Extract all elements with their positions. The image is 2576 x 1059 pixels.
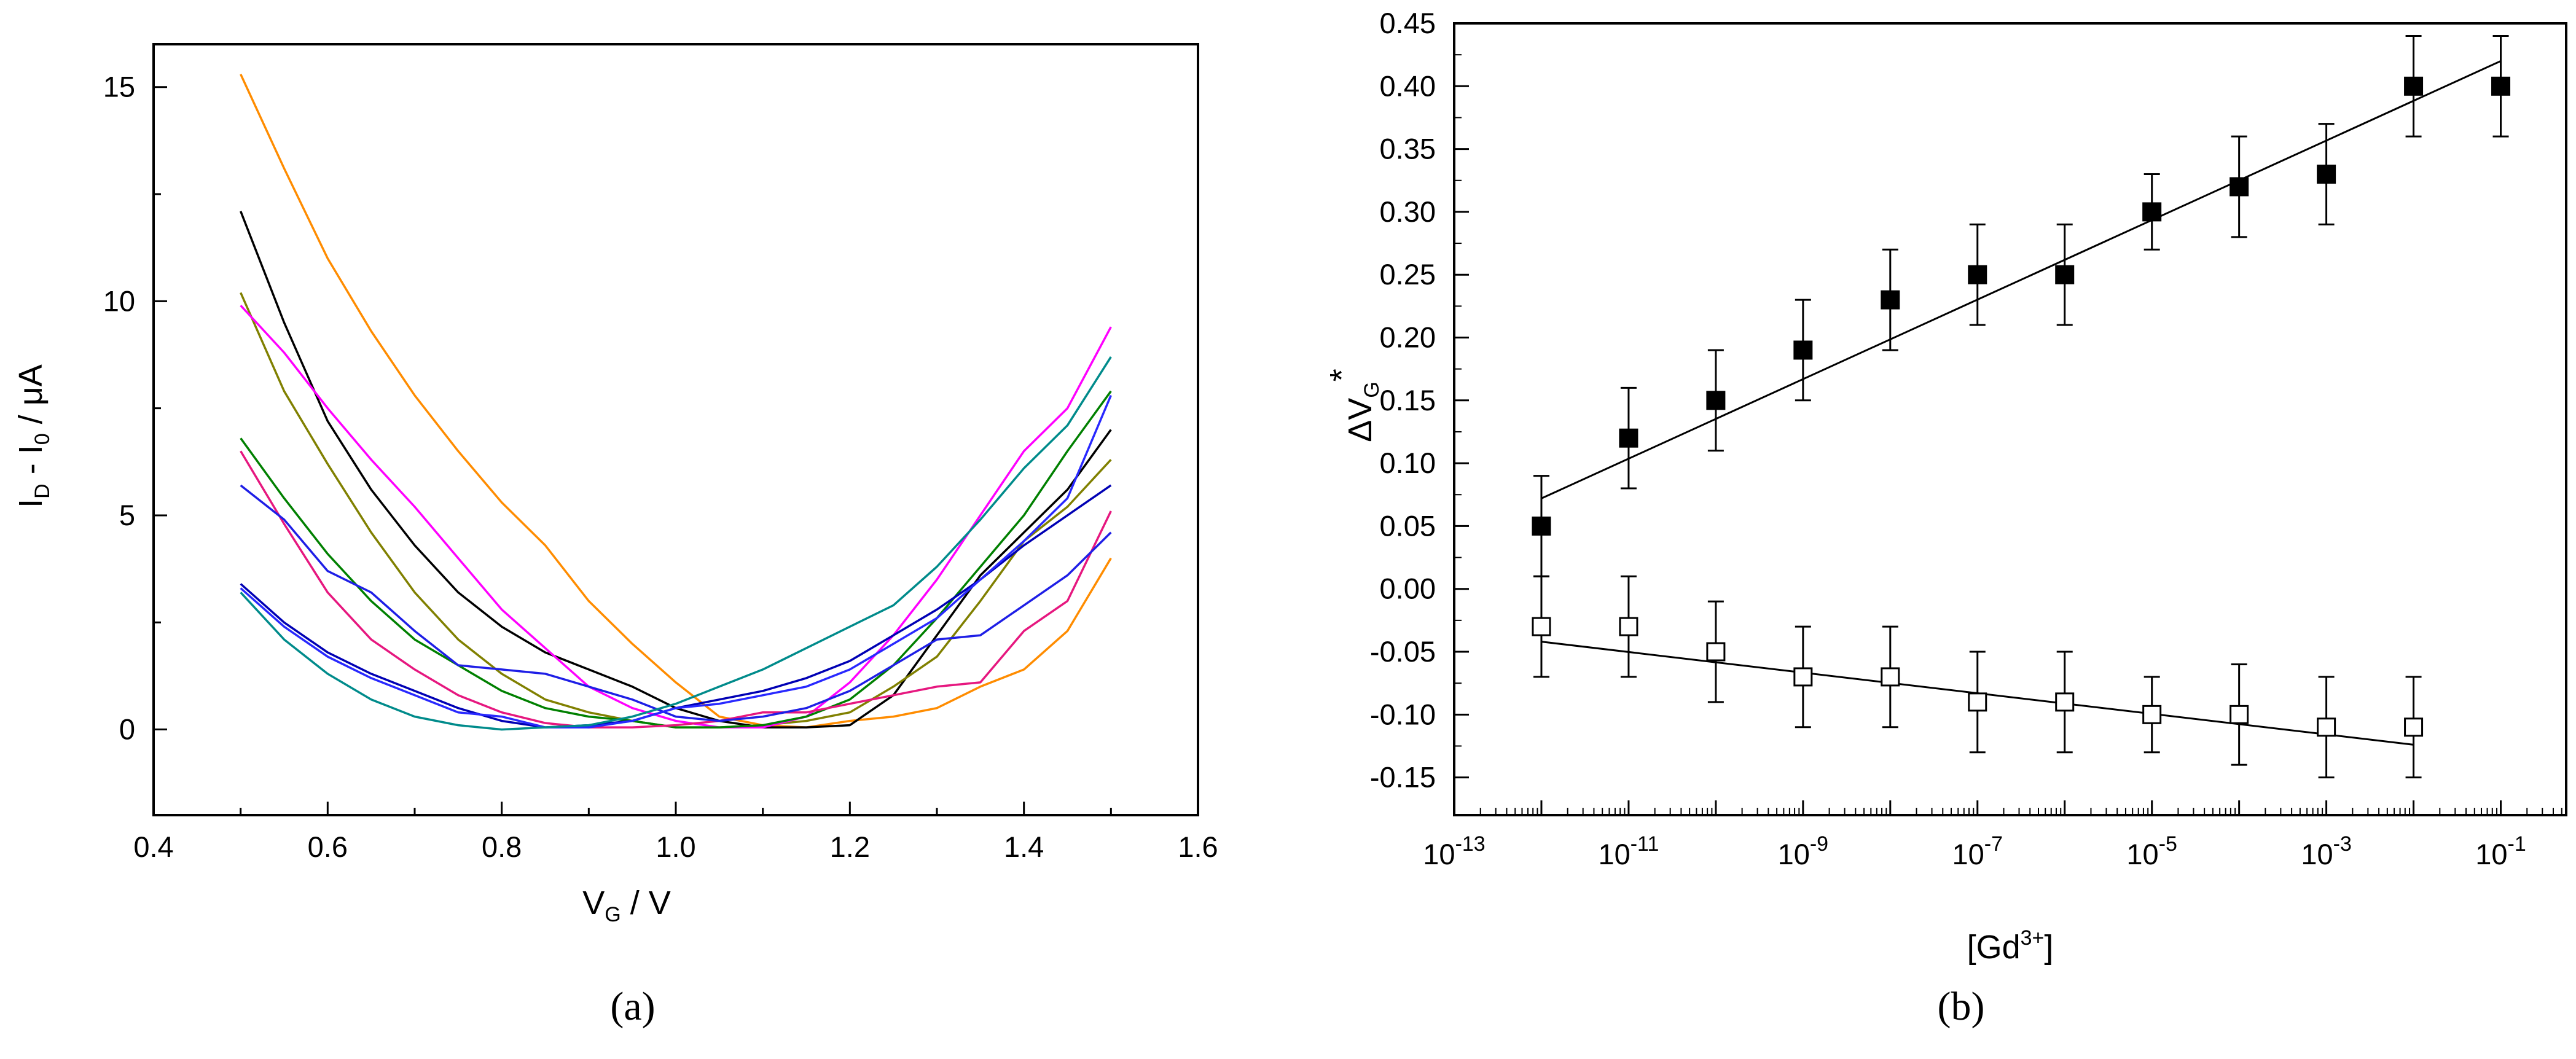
data-point-open xyxy=(2404,717,2424,737)
series-line-magenta xyxy=(240,305,1112,729)
data-point-filled xyxy=(2404,76,2424,96)
panel-b-points xyxy=(1532,34,2511,779)
data-point-filled xyxy=(2230,177,2249,197)
y-tick-label: -0.05 xyxy=(1370,635,1436,668)
data-point-open xyxy=(2317,717,2336,737)
y-tick-label: 10 xyxy=(103,284,135,317)
y-tick-label: 0 xyxy=(119,713,135,746)
y-tick-label: 0.35 xyxy=(1380,133,1436,165)
y-tick-label: 0.45 xyxy=(1380,7,1436,39)
data-point-filled xyxy=(2055,265,2075,284)
x-tick-label: 0.8 xyxy=(482,830,522,863)
x-tick-label: 10-9 xyxy=(1778,832,1829,870)
y-tick-label: -0.15 xyxy=(1370,761,1436,794)
data-point-filled xyxy=(1619,428,1638,448)
series-line-teal xyxy=(240,356,1112,731)
y-tick-label: 0.25 xyxy=(1380,258,1436,291)
series-line-green xyxy=(240,390,1112,729)
panel-a-tick-labels: 0.4 0.6 0.8 1.0 1.2 1.4 1.6 0 5 10 15 xyxy=(103,71,1218,863)
panel-b-caption: (b) xyxy=(1938,984,1985,1029)
y-tick-label: -0.10 xyxy=(1370,698,1436,730)
y-tick-label: 0.20 xyxy=(1380,321,1436,354)
series-line-navy xyxy=(240,484,1112,729)
data-point-open xyxy=(1706,642,1726,662)
y-tick-label: 15 xyxy=(103,71,135,103)
panel-b-plot-frame xyxy=(1453,22,2567,816)
data-point-open xyxy=(2230,705,2249,724)
series-line-pink xyxy=(240,450,1112,729)
data-point-open xyxy=(1619,617,1638,636)
panel-a-caption: (a) xyxy=(610,984,655,1029)
panel-b-fit-lines xyxy=(1541,60,2502,746)
chart-panel-b: 10-13 10-11 10-9 10-7 10-5 10-3 10-1 -0.15 -0.10… xyxy=(1323,7,2567,1029)
panel-a-x-axis-label: VG / V xyxy=(582,885,671,926)
series-line-orange xyxy=(240,74,1112,729)
data-point-open xyxy=(2142,705,2162,724)
x-tick-label: 1.0 xyxy=(656,830,695,863)
y-tick-label: 0.15 xyxy=(1380,384,1436,416)
series-line-black xyxy=(240,211,1112,729)
x-tick-label: 0.4 xyxy=(133,830,173,863)
x-tick-label: 10-13 xyxy=(1423,832,1485,870)
series-line-olive xyxy=(240,292,1112,729)
data-point-filled xyxy=(1532,516,1551,536)
panel-a-series xyxy=(240,74,1112,731)
data-point-open xyxy=(1968,692,1987,712)
x-tick-label: 10-7 xyxy=(1952,832,2003,870)
panel-b-x-axis-label: [Gd3+] xyxy=(1967,926,2054,966)
panel-a-y-axis-label: ID - I0 / μA xyxy=(12,364,54,508)
y-tick-label: 0.05 xyxy=(1380,509,1436,542)
y-tick-label: 0.40 xyxy=(1380,69,1436,102)
chart-panel-a: 0.4 0.6 0.8 1.0 1.2 1.4 1.6 0 5 10 15 VG / V ID - … xyxy=(12,43,1218,1029)
data-point-filled xyxy=(1706,391,1726,410)
x-tick-label: 1.6 xyxy=(1178,830,1218,863)
panel-b-ticks xyxy=(1453,22,2562,815)
x-tick-label: 10-3 xyxy=(2301,832,2352,870)
data-point-open xyxy=(2055,692,2075,712)
data-point-filled xyxy=(1881,290,1900,310)
panel-a-plot-frame xyxy=(152,43,1199,816)
x-tick-label: 1.2 xyxy=(830,830,870,863)
panel-a-ticks xyxy=(152,86,1199,815)
x-tick-label: 1.4 xyxy=(1004,830,1044,863)
x-tick-label: 10-1 xyxy=(2475,832,2526,870)
data-point-open xyxy=(1793,667,1813,687)
data-point-open xyxy=(1532,617,1551,636)
y-tick-label: 0.00 xyxy=(1380,572,1436,605)
panel-b-tick-labels: 10-13 10-11 10-9 10-7 10-5 10-3 10-1 -0.15 -0.10… xyxy=(1370,7,2526,870)
data-point-filled xyxy=(2491,76,2511,96)
fit-line-filled xyxy=(1541,60,2502,499)
series-line-blue-upper xyxy=(240,484,1112,722)
x-tick-label: 10-5 xyxy=(2126,832,2177,870)
data-point-open xyxy=(1881,667,1900,687)
panel-b-y-axis-label: ΔVG* xyxy=(1323,369,1384,442)
data-point-filled xyxy=(2317,165,2336,184)
x-tick-label: 10-11 xyxy=(1598,832,1659,870)
y-tick-label: 5 xyxy=(119,499,135,531)
data-point-filled xyxy=(2142,202,2162,222)
data-point-filled xyxy=(1793,340,1813,360)
series-line-blue-lower xyxy=(240,395,1112,729)
y-tick-label: 0.10 xyxy=(1380,447,1436,479)
data-point-filled xyxy=(1968,265,1987,284)
x-tick-label: 0.6 xyxy=(308,830,348,863)
y-tick-label: 0.30 xyxy=(1380,195,1436,228)
